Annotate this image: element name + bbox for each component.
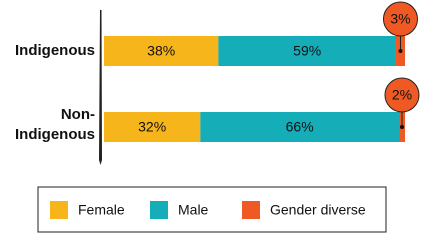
legend-label: Female bbox=[78, 202, 125, 218]
legend-box bbox=[37, 186, 387, 233]
value-label: 59% bbox=[293, 43, 321, 59]
chart: Indigenous 38% 59% 3% Non-Indigenous 32% 66% 2%… bbox=[15, 1, 420, 233]
legend-swatch bbox=[50, 201, 68, 219]
value-label: 32% bbox=[138, 119, 166, 135]
value-label: 66% bbox=[286, 119, 314, 135]
callout-dot bbox=[398, 49, 403, 53]
bar-segment bbox=[218, 36, 396, 66]
bar-segment bbox=[200, 112, 399, 142]
legend-label: Gender diverse bbox=[270, 202, 366, 218]
bar-segment bbox=[104, 36, 219, 66]
value-label: 38% bbox=[147, 43, 175, 59]
category-label: Indigenous bbox=[15, 42, 95, 59]
value-label: 3% bbox=[390, 11, 410, 27]
value-label: 2% bbox=[392, 87, 412, 103]
callout-dot bbox=[399, 125, 404, 129]
callout-circle bbox=[382, 1, 418, 37]
category-label: Non-Indigenous bbox=[15, 106, 95, 143]
callout-circle bbox=[384, 77, 420, 113]
bar-segment bbox=[104, 112, 201, 142]
legend-swatch bbox=[150, 201, 168, 219]
legend-label: Male bbox=[178, 202, 209, 218]
legend-swatch bbox=[242, 201, 260, 219]
axis-line bbox=[99, 10, 102, 165]
